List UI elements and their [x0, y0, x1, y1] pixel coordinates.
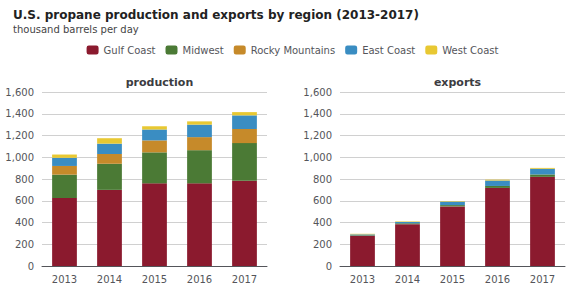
svg-text:1,600: 1,600: [303, 87, 332, 98]
svg-text:1,000: 1,000: [303, 152, 332, 163]
svg-text:Midwest: Midwest: [183, 45, 224, 56]
svg-text:0: 0: [326, 261, 332, 272]
svg-text:2017: 2017: [530, 274, 555, 285]
svg-text:1,400: 1,400: [5, 108, 34, 119]
svg-text:400: 400: [15, 217, 34, 228]
svg-text:1,200: 1,200: [303, 130, 332, 141]
svg-text:1,200: 1,200: [5, 130, 34, 141]
svg-text:2016: 2016: [485, 274, 510, 285]
svg-text:800: 800: [313, 174, 332, 185]
svg-text:200: 200: [15, 239, 34, 250]
svg-text:200: 200: [313, 239, 332, 250]
svg-text:2016: 2016: [187, 274, 212, 285]
svg-text:600: 600: [313, 195, 332, 206]
svg-text:0: 0: [28, 261, 34, 272]
svg-text:2014: 2014: [97, 274, 122, 285]
svg-text:1,400: 1,400: [303, 108, 332, 119]
svg-text:2017: 2017: [232, 274, 257, 285]
svg-text:400: 400: [313, 217, 332, 228]
svg-text:2013: 2013: [350, 274, 375, 285]
svg-text:800: 800: [15, 174, 34, 185]
svg-text:production: production: [126, 76, 194, 89]
svg-text:2015: 2015: [142, 274, 167, 285]
svg-text:2015: 2015: [440, 274, 465, 285]
svg-text:1,600: 1,600: [5, 87, 34, 98]
svg-text:East Coast: East Coast: [362, 45, 415, 56]
svg-text:600: 600: [15, 195, 34, 206]
svg-text:thousand barrels per day: thousand barrels per day: [13, 24, 139, 35]
svg-text:Gulf Coast: Gulf Coast: [104, 45, 156, 56]
svg-text:West Coast: West Coast: [442, 45, 498, 56]
svg-text:exports: exports: [434, 76, 482, 89]
svg-text:2013: 2013: [52, 274, 77, 285]
svg-text:2014: 2014: [395, 274, 420, 285]
svg-text:Rocky Mountains: Rocky Mountains: [251, 45, 335, 56]
svg-text:U.S. propane production and ex: U.S. propane production and exports by r…: [13, 8, 419, 22]
svg-text:1,000: 1,000: [5, 152, 34, 163]
